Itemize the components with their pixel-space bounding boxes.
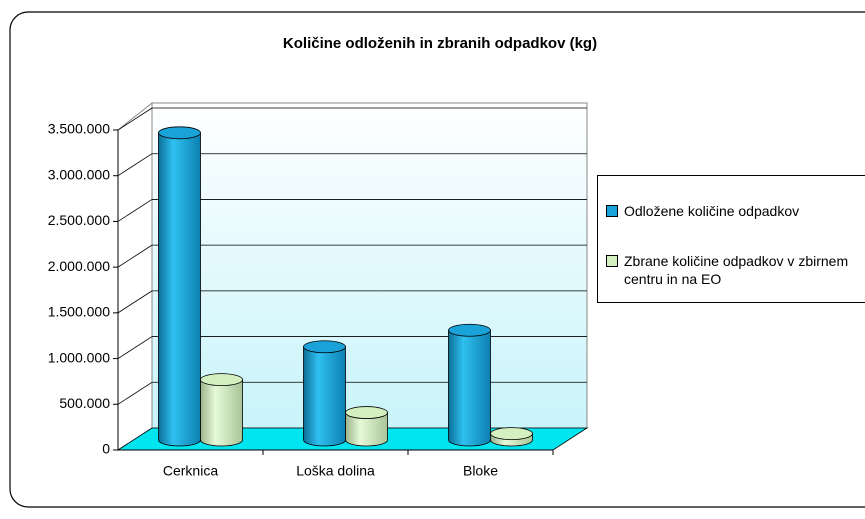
bar-top (158, 126, 201, 140)
y-tick-label: 3.000.000 (48, 166, 110, 182)
y-tick-label: 1.500.000 (48, 304, 110, 320)
legend-label: Zbrane količine odpadkov v zbirnem centr… (624, 253, 849, 287)
bar (345, 406, 388, 447)
legend: Odložene količine odpadkov Zbrane količin… (597, 175, 865, 303)
side-wall (117, 101, 153, 451)
bar (448, 323, 491, 447)
chart-title: Količine odloženih in zbranih odpadkov (… (283, 35, 597, 52)
bar (158, 126, 201, 447)
bar-top (490, 427, 533, 441)
bar-top (303, 340, 346, 354)
y-tick-label: 3.500.000 (48, 121, 110, 137)
bar-body (448, 330, 491, 440)
grid-line-side (117, 336, 153, 359)
y-tick-label: 500.000 (59, 395, 110, 411)
legend-swatch (606, 205, 618, 217)
legend-entry: Zbrane količine odpadkov v zbirnem centr… (606, 252, 849, 288)
bar-body (303, 346, 346, 440)
bars (158, 126, 533, 447)
legend-swatch (606, 255, 618, 267)
grid-line-side (117, 381, 153, 405)
grid-line-side (117, 153, 153, 177)
bar (200, 373, 243, 447)
bar-top (448, 323, 491, 337)
grid-line-side (117, 244, 153, 268)
x-tick-label: Loška dolina (296, 463, 375, 479)
y-tick-label: 1.000.000 (48, 349, 110, 365)
y-tick-label: 0 (102, 441, 110, 457)
legend-entry: Odložene količine odpadkov (606, 202, 849, 220)
y-tick-label: 2.500.000 (48, 212, 110, 228)
y-tick-label: 2.000.000 (48, 258, 110, 274)
x-tick-label: Bloke (463, 463, 498, 479)
bar-top (345, 406, 388, 419)
bar-body (200, 379, 243, 440)
bar-body (158, 132, 201, 441)
grid-line-side (117, 199, 153, 222)
x-tick-label: Cerknica (163, 463, 218, 479)
legend-label: Odložene količine odpadkov (624, 203, 800, 219)
bar (303, 340, 346, 447)
grid-line-side (117, 290, 153, 314)
bar (490, 427, 533, 447)
bar-top (200, 373, 243, 387)
grid-line-side (117, 107, 153, 131)
